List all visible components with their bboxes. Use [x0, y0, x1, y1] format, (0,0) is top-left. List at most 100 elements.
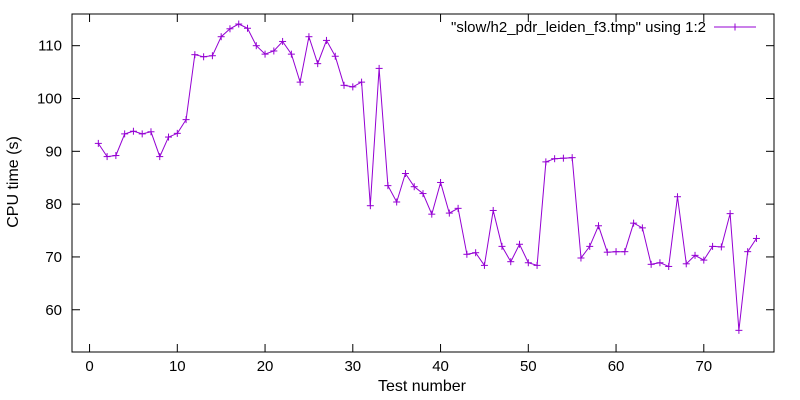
data-point [463, 250, 471, 258]
series-line [97, 23, 757, 331]
data-point [287, 50, 295, 58]
data-point [542, 158, 550, 166]
data-point [121, 130, 129, 138]
data-point [726, 210, 734, 218]
data-point [366, 202, 374, 210]
data-point [244, 24, 251, 32]
data-point [270, 47, 278, 55]
data-point [384, 182, 392, 190]
data-point [603, 248, 611, 256]
data-point [682, 260, 690, 268]
data-point [498, 242, 506, 250]
data-point [393, 198, 401, 206]
data-point [445, 209, 453, 217]
data-point [437, 178, 445, 186]
data-point [331, 52, 339, 60]
y-tick-label: 60 [45, 302, 62, 319]
data-point [305, 33, 313, 41]
data-point [752, 234, 760, 242]
data-point [261, 50, 269, 58]
data-point [200, 53, 208, 61]
y-tick-label: 110 [38, 38, 62, 55]
data-point [717, 243, 725, 251]
data-point [165, 133, 173, 141]
y-axis-label: CPU time (s) [5, 136, 22, 228]
data-point [595, 222, 602, 230]
data-point [621, 248, 629, 256]
data-point [709, 242, 717, 250]
x-tick-label: 30 [344, 358, 361, 375]
data-point [744, 248, 752, 256]
data-point [665, 262, 673, 270]
data-point [112, 152, 120, 160]
data-point [419, 190, 427, 198]
data-point [656, 259, 664, 267]
data-point [296, 78, 304, 86]
data-point [340, 81, 348, 89]
data-point [638, 224, 646, 232]
data-point [428, 210, 436, 218]
data-point [735, 326, 743, 334]
plot-frame [71, 13, 775, 353]
data-point [612, 248, 620, 256]
y-tick-label: 70 [45, 249, 62, 266]
data-point [147, 128, 155, 136]
data-point [94, 139, 102, 147]
y-tick-label: 100 [37, 91, 62, 108]
data-point [630, 219, 638, 227]
data-point [156, 153, 164, 161]
data-point [358, 78, 366, 86]
x-tick-label: 60 [608, 358, 625, 375]
data-point [322, 36, 330, 44]
data-point [489, 206, 497, 214]
x-tick-label: 70 [695, 358, 712, 375]
axes [71, 13, 775, 353]
data-point [410, 183, 418, 191]
legend: "slow/h2_pdr_leiden_f3.tmp" using 1:2 [451, 19, 756, 36]
data-point [138, 130, 146, 138]
data-point [507, 258, 515, 266]
data-point [235, 20, 243, 28]
data-point [577, 254, 585, 262]
data-point [586, 242, 594, 250]
data-point [103, 153, 111, 161]
x-tick-label: 10 [169, 358, 186, 375]
series-group [94, 20, 760, 334]
y-tick-label: 80 [45, 196, 62, 213]
data-point [516, 240, 524, 248]
y-axis-ticks: 60 70 80 90 100 110 [37, 38, 774, 319]
x-axis-label: Test number [378, 378, 467, 395]
data-point [191, 51, 199, 59]
legend-label: "slow/h2_pdr_leiden_f3.tmp" using 1:2 [451, 19, 706, 36]
x-tick-label: 20 [257, 358, 274, 375]
data-point [647, 260, 655, 268]
x-tick-label: 40 [432, 358, 449, 375]
data-point [182, 116, 190, 124]
data-point [314, 60, 322, 68]
data-point [691, 251, 699, 259]
data-point [673, 193, 681, 201]
y-tick-label: 90 [45, 143, 62, 160]
data-point [375, 64, 383, 72]
data-point [208, 52, 216, 60]
data-point [217, 33, 225, 41]
data-point [226, 25, 234, 33]
data-point [524, 259, 532, 267]
data-point [472, 249, 480, 257]
data-point [279, 37, 287, 45]
data-point [129, 127, 137, 135]
data-point [252, 42, 260, 50]
x-axis-ticks: 0 10 20 30 40 50 60 70 [85, 14, 712, 375]
data-point [551, 155, 559, 163]
data-point [559, 154, 567, 162]
data-point [480, 261, 488, 269]
data-point [454, 204, 462, 212]
x-tick-label: 50 [520, 358, 537, 375]
data-point [533, 261, 541, 269]
data-point [173, 129, 181, 137]
data-point [401, 169, 409, 177]
data-point [349, 83, 357, 91]
x-tick-label: 0 [85, 358, 93, 375]
data-point [568, 154, 576, 162]
